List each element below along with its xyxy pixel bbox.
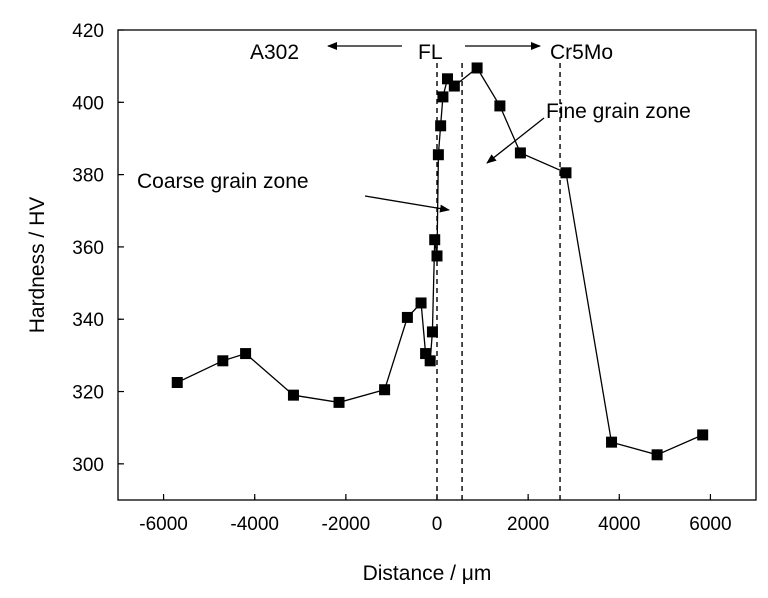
data-point bbox=[333, 396, 345, 408]
data-point bbox=[429, 234, 441, 246]
data-point bbox=[448, 80, 460, 92]
x-tick-label: -6000 bbox=[139, 514, 188, 535]
x-tick-label: 2000 bbox=[507, 514, 549, 535]
zone-boundary-lines bbox=[436, 63, 561, 500]
data-point bbox=[514, 147, 526, 159]
x-tick-label: 4000 bbox=[598, 514, 640, 535]
y-axis-label: Hardness / HV bbox=[26, 197, 49, 334]
data-point bbox=[494, 100, 506, 112]
data-point bbox=[217, 355, 229, 367]
annotation-fine-grain-zone: Fine grain zone bbox=[546, 100, 691, 123]
y-tick-label: 380 bbox=[72, 166, 104, 187]
data-point bbox=[415, 297, 427, 309]
x-tick-label: -4000 bbox=[230, 514, 279, 535]
x-tick-label: 6000 bbox=[689, 514, 731, 535]
data-point bbox=[432, 149, 444, 161]
data-point bbox=[606, 436, 618, 448]
data-point bbox=[401, 311, 413, 323]
data-point bbox=[424, 355, 436, 367]
data-point bbox=[560, 167, 572, 179]
y-tick-label: 360 bbox=[72, 238, 104, 259]
annotation-right-material: Cr5Mo bbox=[550, 41, 613, 64]
y-tick-label: 300 bbox=[72, 455, 104, 476]
y-tick-label: 320 bbox=[72, 383, 104, 404]
data-point bbox=[435, 120, 447, 132]
data-point bbox=[697, 429, 709, 441]
y-tick-label: 420 bbox=[72, 21, 104, 42]
data-point bbox=[287, 389, 299, 401]
data-point bbox=[240, 348, 252, 360]
x-tick-label: -2000 bbox=[322, 514, 371, 535]
data-point bbox=[437, 91, 449, 103]
arrow-fine-grain-zone bbox=[486, 117, 545, 164]
x-tick-label: 0 bbox=[432, 514, 443, 535]
data-point bbox=[431, 250, 443, 262]
x-axis: -6000 -4000 -2000 0 2000 4000 6000 bbox=[139, 494, 732, 535]
arrow-coarse-grain-zone bbox=[364, 195, 450, 213]
y-tick-label: 400 bbox=[72, 93, 104, 114]
data-point bbox=[426, 326, 438, 338]
y-axis: 300 320 340 360 380 400 420 bbox=[72, 21, 124, 476]
x-axis-label: Distance / μm bbox=[363, 562, 492, 585]
annotation-fusion-line: FL bbox=[418, 41, 443, 64]
data-point bbox=[379, 384, 391, 396]
data-point bbox=[441, 73, 453, 85]
y-tick-label: 340 bbox=[72, 310, 104, 331]
hardness-series bbox=[171, 62, 709, 461]
annotation-coarse-grain-zone: Coarse grain zone bbox=[137, 170, 309, 193]
data-point bbox=[420, 348, 432, 360]
data-point bbox=[171, 377, 183, 388]
data-point bbox=[471, 62, 483, 74]
data-point bbox=[651, 449, 663, 461]
annotation-left-material: A302 bbox=[250, 41, 299, 64]
